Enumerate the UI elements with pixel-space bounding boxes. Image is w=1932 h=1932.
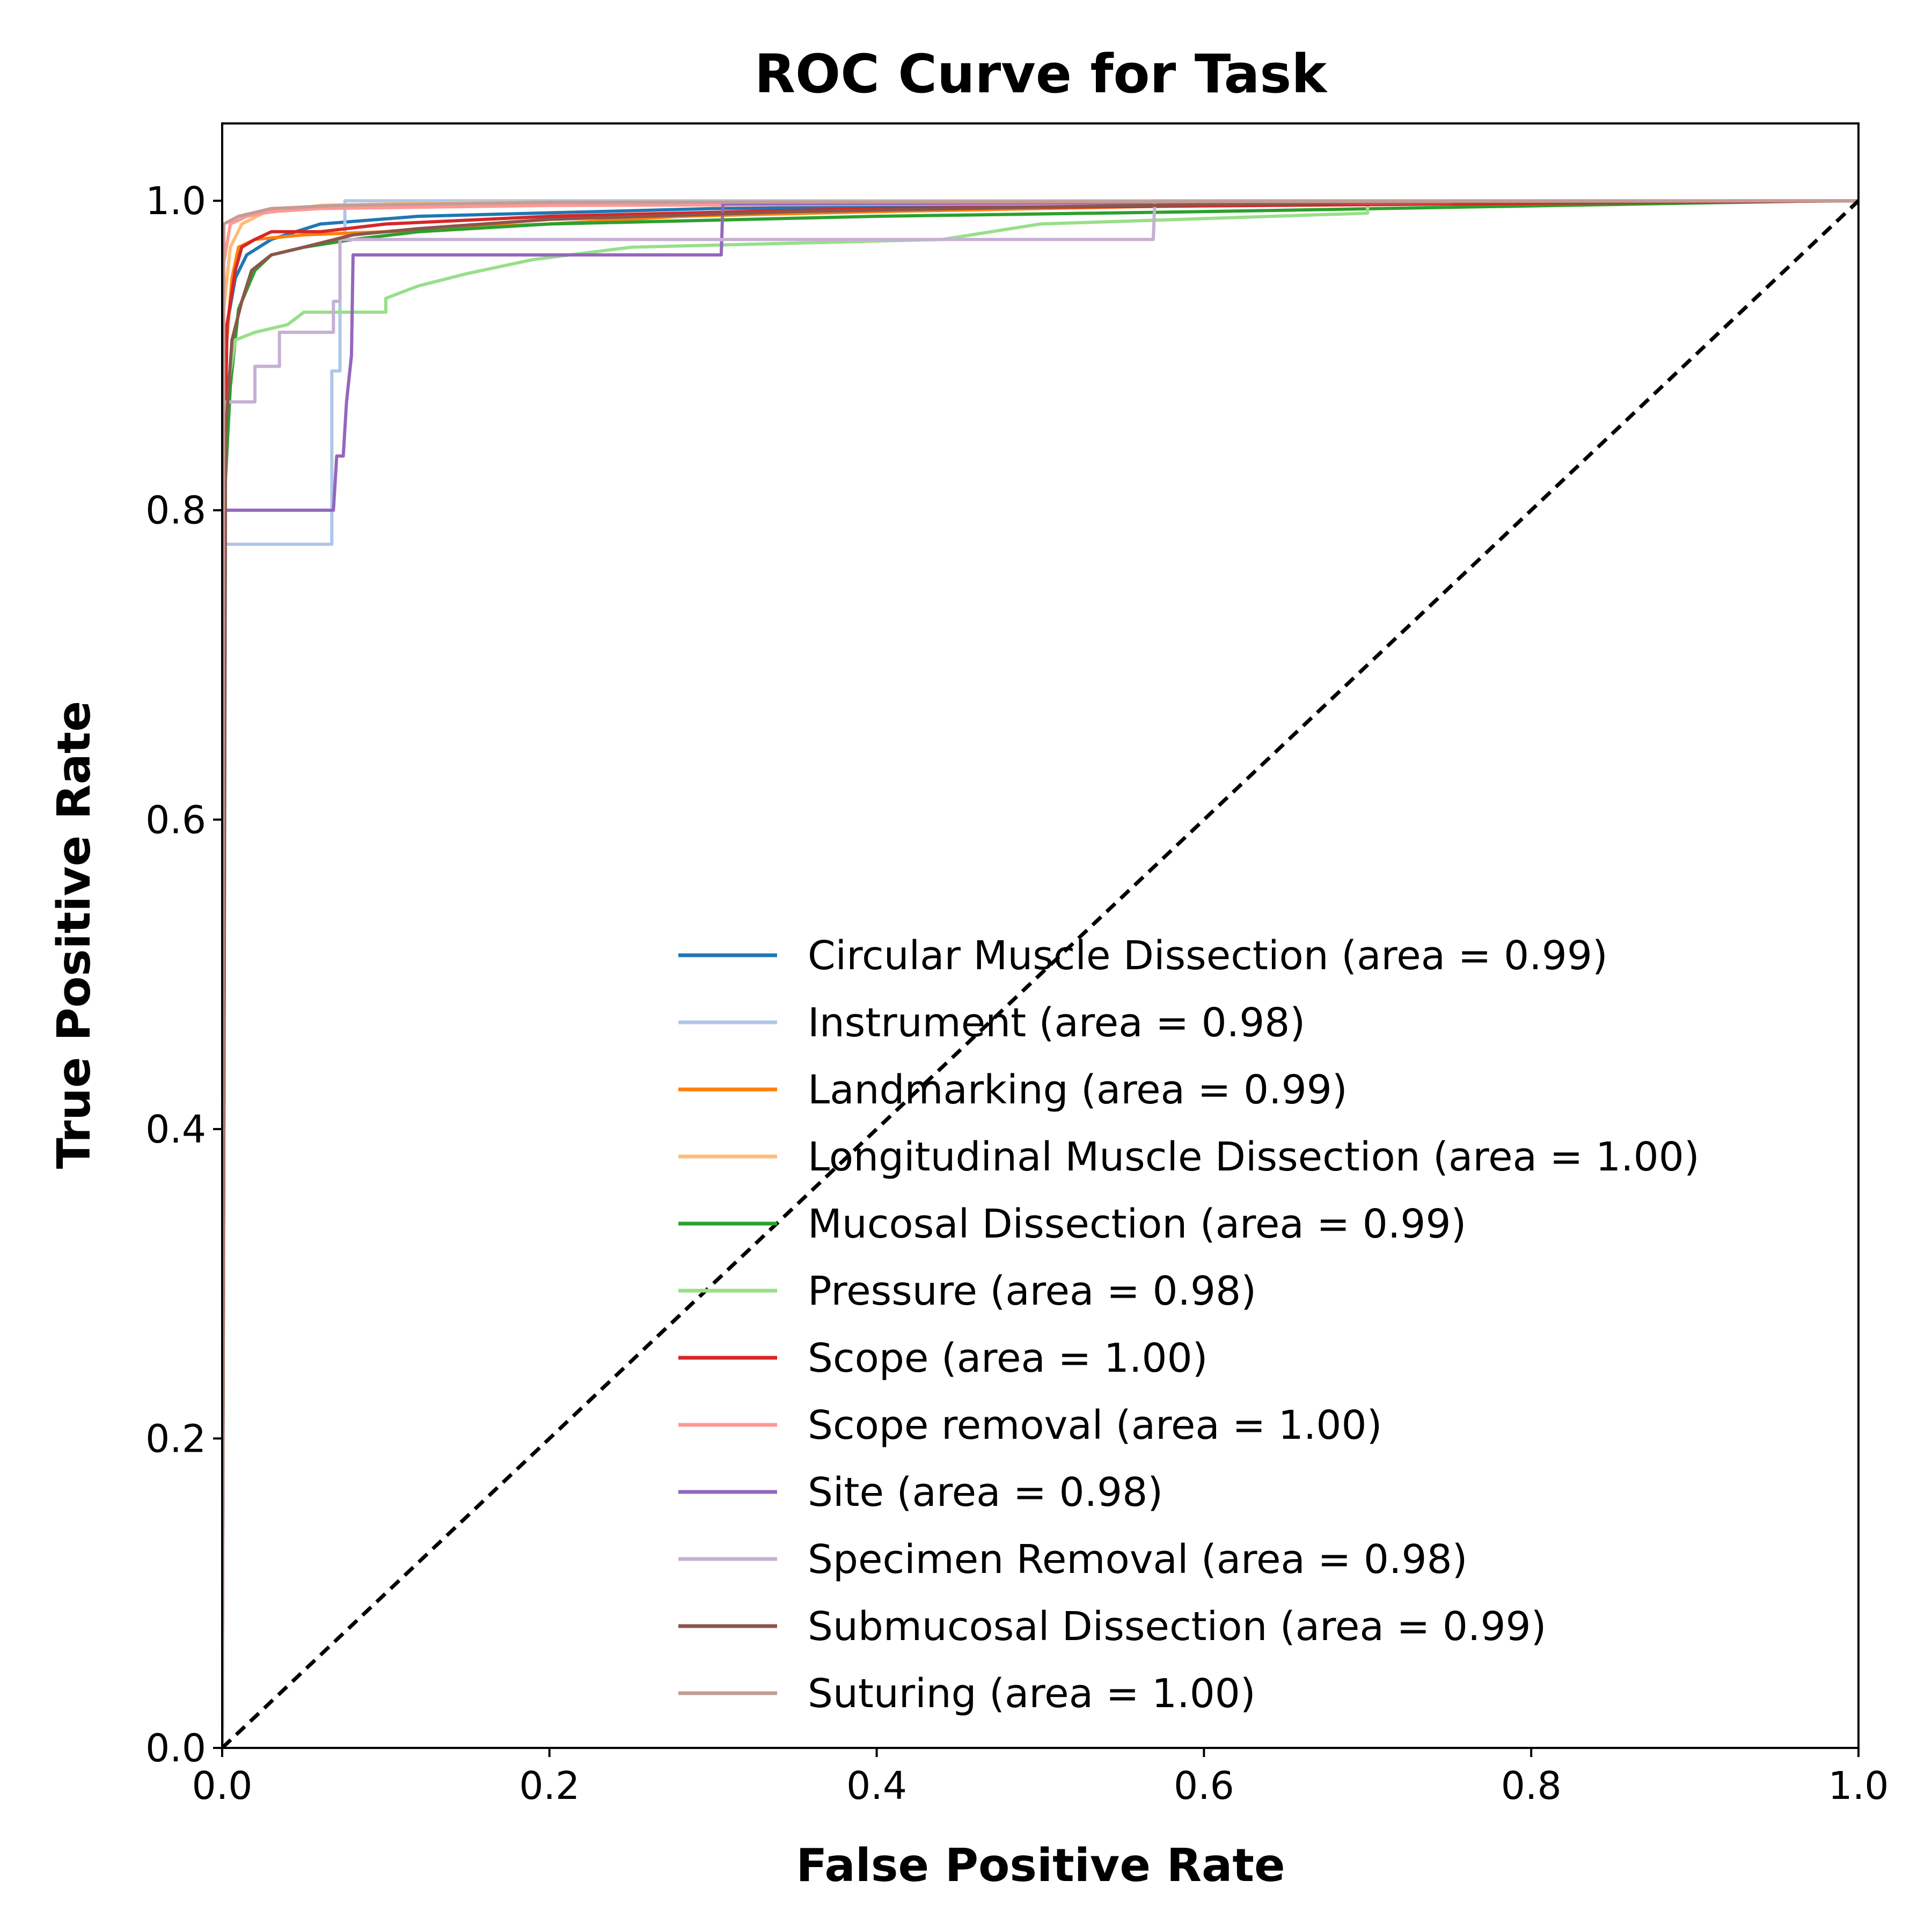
y-tick-label: 0.4 [145, 1107, 206, 1152]
y-tick-label: 0.2 [145, 1416, 206, 1461]
roc-curve-10 [222, 199, 1858, 1748]
roc-curve-5 [222, 199, 1858, 1748]
roc-curve-9 [222, 199, 1858, 1748]
legend-label: Instrument (area = 0.98) [808, 1000, 1305, 1046]
legend-label: Landmarking (area = 0.99) [808, 1067, 1348, 1113]
y-tick-label: 0.8 [145, 488, 206, 533]
chance-diagonal-line [222, 199, 1858, 1748]
y-tick-label: 1.0 [145, 179, 206, 223]
roc-curve-11 [222, 199, 1858, 1748]
x-tick-label: 0.6 [1174, 1763, 1234, 1808]
legend-label: Specimen Removal (area = 0.98) [808, 1536, 1468, 1583]
legend-label: Scope (area = 1.00) [808, 1335, 1208, 1381]
y-tick-label: 0.6 [145, 797, 206, 842]
legend-label: Scope removal (area = 1.00) [808, 1402, 1382, 1448]
x-axis-label: False Positive Rate [796, 1839, 1285, 1892]
legend-label: Submucosal Dissection (area = 0.99) [808, 1604, 1546, 1650]
legend-label: Suturing (area = 1.00) [808, 1671, 1256, 1717]
x-tick-label: 0.0 [192, 1763, 253, 1808]
x-tick-label: 0.2 [519, 1763, 580, 1808]
legend: Circular Muscle Dissection (area = 0.99)… [678, 933, 1700, 1717]
roc-curve-1 [222, 199, 1858, 1748]
roc-curve-4 [222, 199, 1858, 1748]
legend-label: Longitudinal Muscle Dissection (area = 1… [808, 1134, 1700, 1180]
axis-ticks: 0.0 0.2 0.4 0.6 0.8 1.0 0.0 0.2 0.4 0.6 0.8 1.0 [145, 179, 1889, 1808]
y-axis-label: True Positive Rate [48, 701, 101, 1169]
plot-frame [221, 122, 1860, 1749]
chart-title: ROC Curve for Task [755, 43, 1328, 105]
x-tick-label: 0.4 [846, 1763, 907, 1808]
x-tick-label: 1.0 [1828, 1763, 1889, 1808]
x-tick-label: 0.8 [1501, 1763, 1562, 1808]
roc-curves [222, 199, 1858, 1748]
legend-label: Circular Muscle Dissection (area = 0.99) [808, 933, 1608, 979]
roc-curve-6 [222, 199, 1858, 1748]
legend-label: Mucosal Dissection (area = 0.99) [808, 1201, 1466, 1247]
legend-label: Site (area = 0.98) [808, 1469, 1163, 1516]
y-tick-label: 0.0 [145, 1726, 206, 1770]
legend-label: Pressure (area = 0.98) [808, 1268, 1256, 1314]
